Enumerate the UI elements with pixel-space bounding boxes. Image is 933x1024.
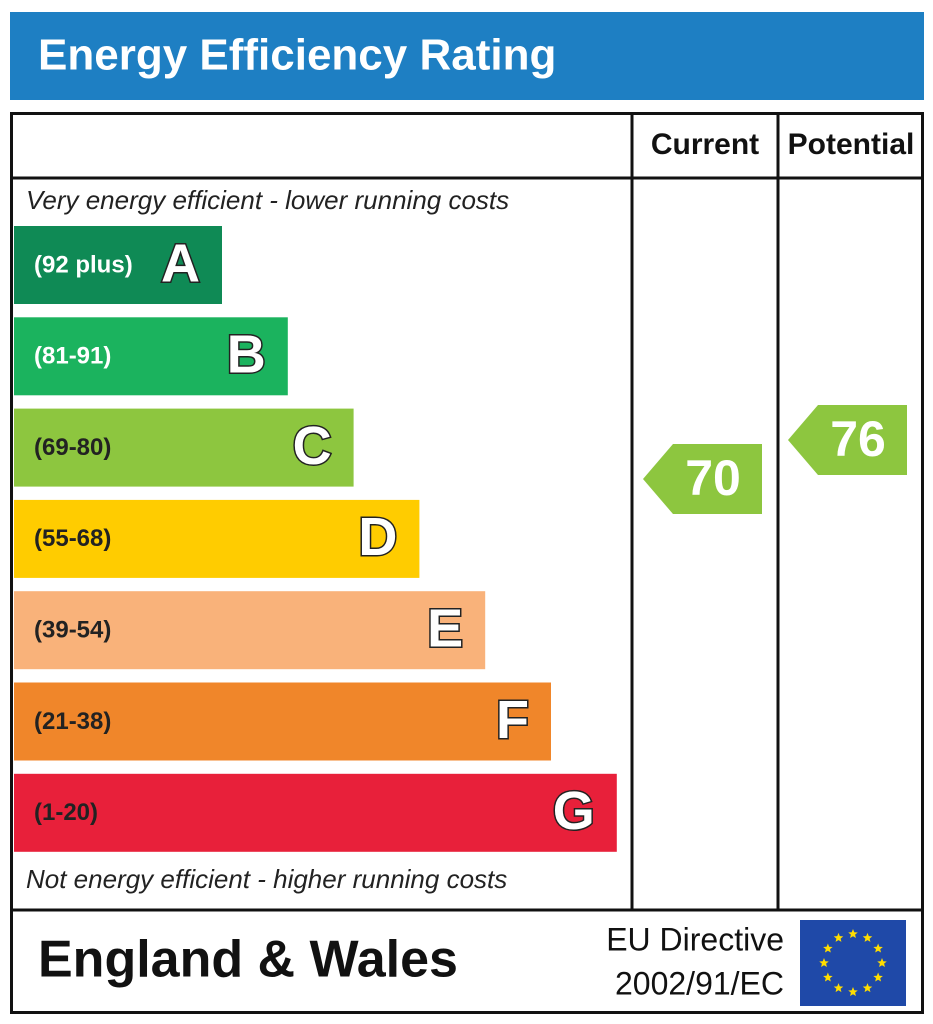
eu-star <box>862 932 873 942</box>
eu-star <box>833 932 844 942</box>
title: Energy Efficiency Rating <box>38 31 556 80</box>
title-bar <box>10 12 924 100</box>
band <box>14 408 354 487</box>
rating-value: 70 <box>685 450 741 506</box>
eu-star <box>873 943 883 953</box>
band-range: (21-38) <box>34 708 111 735</box>
band <box>14 317 288 396</box>
band-letter: B <box>227 325 266 385</box>
band-letter: C <box>293 416 332 476</box>
directive: EU Directive <box>606 921 784 957</box>
band-range: (92 plus) <box>34 251 133 278</box>
eu-star <box>823 972 833 982</box>
band-letter: D <box>358 507 397 567</box>
eu-star <box>848 987 858 997</box>
bottom-note: Not energy efficient - higher running co… <box>26 864 507 894</box>
band <box>14 773 617 852</box>
band-range: (81-91) <box>34 343 111 370</box>
eu-star <box>848 929 858 939</box>
eu-star <box>877 958 887 968</box>
rating-arrow <box>788 405 907 475</box>
band-letter: E <box>427 598 463 658</box>
band-range: (69-80) <box>34 434 111 461</box>
eu-star <box>823 943 833 953</box>
rating-arrow <box>643 444 762 514</box>
band <box>14 682 551 761</box>
band <box>14 499 420 578</box>
column-header: Potential <box>788 128 915 161</box>
eu-stars <box>819 929 887 997</box>
band <box>14 591 486 670</box>
band-letter: F <box>496 690 529 750</box>
eu-star <box>873 972 883 982</box>
band-range: (39-54) <box>34 617 111 644</box>
column-header: Current <box>651 128 759 161</box>
frame <box>10 112 924 1014</box>
directive: 2002/91/EC <box>615 965 784 1001</box>
band-range: (55-68) <box>34 525 111 552</box>
band-range: (1-20) <box>34 799 98 826</box>
eu-star <box>862 983 873 993</box>
top-note: Very energy efficient - lower running co… <box>26 185 509 215</box>
band-letter: G <box>553 781 595 841</box>
rating-value: 76 <box>830 411 886 467</box>
eu-star <box>819 958 829 968</box>
band-letter: A <box>161 233 200 293</box>
region: England & Wales <box>38 931 458 989</box>
band <box>14 226 222 304</box>
eu-star <box>833 983 844 993</box>
